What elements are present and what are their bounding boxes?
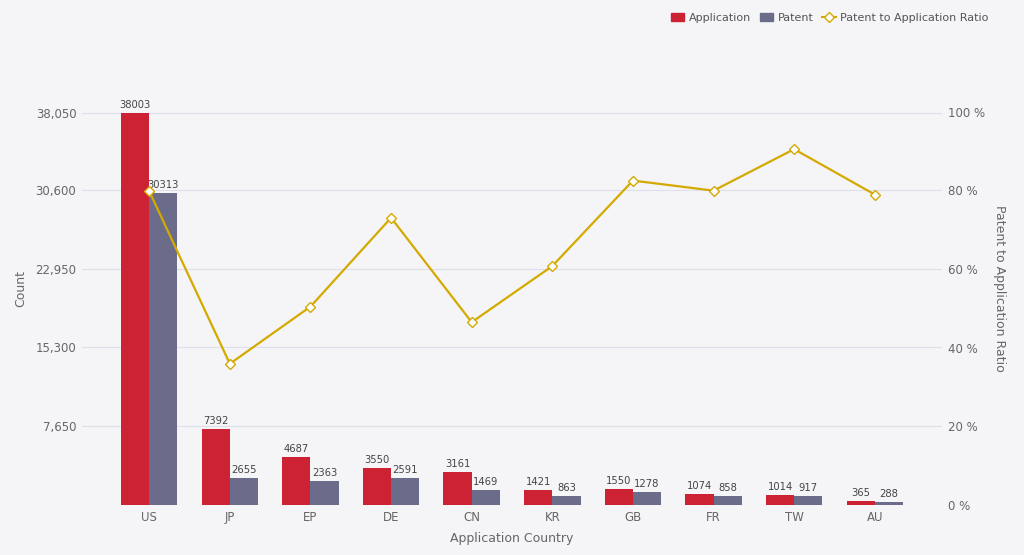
Text: 1421: 1421 xyxy=(525,477,551,487)
Text: 288: 288 xyxy=(880,489,898,499)
Text: 863: 863 xyxy=(557,483,575,493)
Bar xyxy=(362,468,391,505)
Text: 3161: 3161 xyxy=(444,460,470,470)
Text: 3550: 3550 xyxy=(365,455,389,465)
Text: 30313: 30313 xyxy=(147,179,179,189)
Y-axis label: Count: Count xyxy=(14,270,27,307)
Bar xyxy=(685,494,714,505)
Bar xyxy=(150,193,177,505)
Bar xyxy=(443,472,472,505)
Bar xyxy=(605,489,633,505)
Bar xyxy=(766,495,795,505)
Text: 1278: 1278 xyxy=(634,479,659,489)
Bar xyxy=(121,113,150,505)
X-axis label: Application Country: Application Country xyxy=(451,532,573,545)
Bar xyxy=(795,496,822,505)
Text: 365: 365 xyxy=(851,488,870,498)
Bar xyxy=(229,478,258,505)
Text: 1550: 1550 xyxy=(606,476,632,486)
Bar xyxy=(552,496,581,505)
Bar xyxy=(714,496,741,505)
Text: 4687: 4687 xyxy=(284,443,309,453)
Bar xyxy=(310,481,339,505)
Bar xyxy=(283,457,310,505)
Bar xyxy=(847,501,874,505)
Bar xyxy=(524,491,552,505)
Text: 1074: 1074 xyxy=(687,481,712,491)
Text: 1014: 1014 xyxy=(767,482,793,492)
Bar xyxy=(633,492,662,505)
Text: 917: 917 xyxy=(799,482,818,492)
Text: 2591: 2591 xyxy=(392,465,418,475)
Bar xyxy=(202,429,229,505)
Legend: Application, Patent, Patent to Application Ratio: Application, Patent, Patent to Applicati… xyxy=(667,8,993,27)
Bar xyxy=(391,478,419,505)
Text: 7392: 7392 xyxy=(203,416,228,426)
Bar xyxy=(472,490,500,505)
Text: 858: 858 xyxy=(718,483,737,493)
Text: 1469: 1469 xyxy=(473,477,499,487)
Bar xyxy=(874,502,903,505)
Text: 2363: 2363 xyxy=(312,468,337,478)
Text: 38003: 38003 xyxy=(120,100,151,110)
Y-axis label: Patent to Application Ratio: Patent to Application Ratio xyxy=(992,205,1006,372)
Text: 2655: 2655 xyxy=(231,465,257,475)
